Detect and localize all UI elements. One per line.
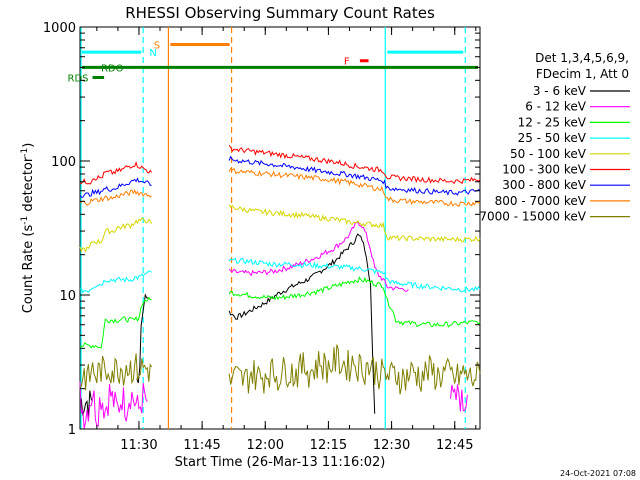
y-axis-label-part2: detector bbox=[21, 156, 36, 216]
y-tick-label: 1 bbox=[68, 423, 76, 438]
x-axis-ticks: 11:30 11:45 12:00 12:15 12:30 12:45 bbox=[96, 27, 477, 453]
series-6 bbox=[79, 155, 481, 198]
legend-label: 50 - 100 keV bbox=[510, 147, 587, 161]
legend-label: 3 - 6 keV bbox=[533, 84, 587, 98]
series-line bbox=[79, 381, 148, 430]
flag-label: F bbox=[344, 57, 350, 68]
y-axis-ticks: 1 10 100 1000 bbox=[43, 21, 480, 438]
legend: Det 1,3,4,5,6,9, FDecim 1, Att 0 3 - 6 k… bbox=[479, 51, 630, 224]
x-axis-label: Start Time (26-Mar-13 11:16:02) bbox=[175, 455, 386, 470]
series-line bbox=[228, 344, 481, 395]
series-line bbox=[450, 384, 468, 412]
series-line bbox=[228, 233, 376, 414]
series-line bbox=[228, 155, 481, 196]
series-line bbox=[228, 144, 481, 185]
legend-label: 100 - 300 keV bbox=[502, 163, 586, 177]
x-tick-label: 11:30 bbox=[120, 438, 157, 453]
series-1 bbox=[79, 221, 468, 430]
series-7 bbox=[79, 167, 481, 207]
flag-label: N bbox=[149, 48, 156, 59]
series-3 bbox=[79, 257, 481, 294]
series-line bbox=[79, 217, 153, 253]
series-line bbox=[79, 188, 152, 206]
series-4 bbox=[79, 204, 481, 253]
state-flag-bars: NS RDO RDS F bbox=[68, 41, 478, 84]
series-line bbox=[79, 161, 153, 185]
legend-header-line2: FDecim 1, Att 0 bbox=[536, 67, 629, 81]
y-tick-label: 100 bbox=[51, 155, 76, 170]
series-line bbox=[79, 296, 152, 349]
x-tick-label: 11:45 bbox=[183, 438, 220, 453]
flag-label: S bbox=[154, 41, 160, 52]
series-line bbox=[79, 390, 94, 418]
legend-label: 7000 - 15000 keV bbox=[479, 210, 586, 224]
instrument-state-lines bbox=[80, 27, 466, 429]
series-line bbox=[136, 293, 149, 384]
y-axis-label-part3: ) bbox=[21, 143, 36, 148]
y-axis-label: Count Rate (s-1 detector-1) bbox=[20, 143, 36, 314]
flag-label: RDO bbox=[101, 63, 124, 74]
series-8 bbox=[79, 344, 481, 395]
footer-timestamp: 24-Oct-2021 07:08 bbox=[560, 469, 636, 478]
x-tick-label: 12:45 bbox=[436, 438, 473, 453]
y-axis-label-sup2: -1 bbox=[20, 148, 30, 157]
y-tick-label: 10 bbox=[59, 289, 76, 304]
flag-label: RDS bbox=[68, 73, 89, 84]
series-layer bbox=[79, 144, 481, 430]
chart-title: RHESSI Observing Summary Count Rates bbox=[125, 4, 435, 22]
legend-label: 300 - 800 keV bbox=[502, 178, 586, 192]
series-line bbox=[79, 177, 152, 198]
series-5 bbox=[79, 144, 481, 185]
series-line bbox=[228, 167, 481, 207]
series-2 bbox=[79, 276, 481, 349]
x-tick-label: 12:30 bbox=[373, 438, 410, 453]
legend-label: 25 - 50 keV bbox=[518, 131, 587, 145]
series-line bbox=[228, 257, 481, 293]
y-axis-label-part1: Count Rate (s bbox=[21, 225, 36, 314]
series-line bbox=[79, 353, 153, 391]
legend-label: 800 - 7000 keV bbox=[495, 194, 587, 208]
x-tick-label: 12:00 bbox=[247, 438, 284, 453]
series-0 bbox=[79, 233, 376, 418]
y-tick-label: 1000 bbox=[43, 21, 76, 36]
legend-header-line1: Det 1,3,4,5,6,9, bbox=[535, 51, 629, 65]
series-line bbox=[228, 221, 409, 292]
series-line bbox=[228, 276, 481, 328]
series-line bbox=[228, 204, 481, 243]
x-tick-label: 12:15 bbox=[310, 438, 347, 453]
legend-label: 6 - 12 keV bbox=[525, 100, 587, 114]
plot-frame bbox=[79, 26, 481, 430]
y-axis-label-sup1: -1 bbox=[20, 216, 30, 225]
legend-label: 12 - 25 keV bbox=[518, 115, 587, 129]
series-line bbox=[79, 270, 152, 294]
